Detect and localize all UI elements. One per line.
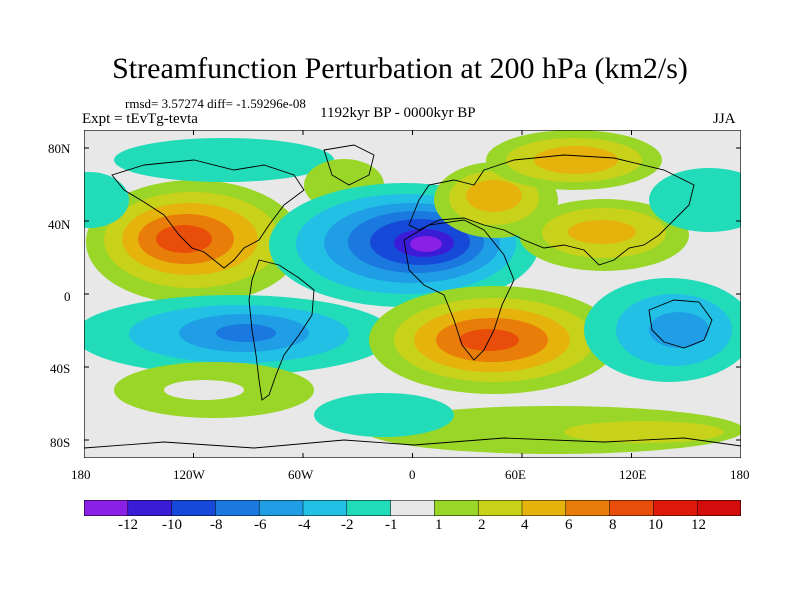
- lat-label-40s: 40S: [50, 361, 71, 376]
- colorbar-swatch: [302, 499, 348, 517]
- lon-label-180w: 180: [71, 467, 91, 482]
- colorbar-swatch: [565, 499, 611, 517]
- colorbar-swatches: [83, 499, 742, 517]
- colorbar-label-neg8: -8: [210, 517, 223, 533]
- plot-title: Streamfunction Perturbation at 200 hPa (…: [112, 52, 688, 85]
- colorbar-label-2: 2: [478, 517, 486, 533]
- colorbar-swatch: [215, 499, 260, 517]
- anomaly-south-atlantic-negative: [314, 393, 454, 437]
- colorbar-label-neg12: -12: [118, 517, 138, 533]
- anomaly-southern-neutral-core: [164, 380, 244, 400]
- map-ticks: [84, 130, 741, 458]
- lon-label-60w: 60W: [288, 467, 314, 482]
- colorbar-swatch: [171, 499, 217, 517]
- lat-label-eq: 0: [64, 289, 71, 304]
- anomaly-australia-negative: [584, 278, 741, 382]
- colorbar-label-8: 8: [609, 517, 617, 533]
- colorbar-swatch: [83, 499, 129, 517]
- colorbar-label-12: 12: [691, 517, 706, 533]
- anomaly-south-pacific-negative: [84, 295, 394, 375]
- anomaly-southern-africa-positive: [369, 286, 619, 394]
- colorbar-label-neg4: -4: [298, 517, 311, 533]
- colorbar-swatch: [653, 499, 698, 517]
- period-label: 1192kyr BP - 0000kyr BP: [320, 105, 476, 121]
- colorbar-label-neg6: -6: [254, 517, 267, 533]
- anomaly-south-asia-positive: [519, 199, 689, 271]
- colorbar-swatch: [477, 499, 523, 517]
- colorbar-label-10: 10: [648, 517, 663, 533]
- colorbar-label-neg1: -1: [385, 517, 398, 533]
- experiment-label: Expt = tEvTg-tevta: [82, 111, 198, 127]
- coastlines: [84, 144, 741, 449]
- anomaly-north-pacific-wrap: [84, 172, 129, 228]
- streamfunction-map: [84, 130, 741, 458]
- lon-label-180e: 180: [730, 467, 750, 482]
- colorbar-swatch: [696, 499, 742, 517]
- lon-label-60e: 60E: [505, 467, 526, 482]
- anomaly-siberia-positive: [486, 130, 662, 190]
- anomaly-north-america-positive: [86, 180, 302, 304]
- colorbar-label-4: 4: [521, 517, 529, 533]
- colorbar-swatch: [346, 499, 392, 517]
- colorbar-swatch: [521, 499, 567, 517]
- lon-label-0: 0: [409, 467, 416, 482]
- colorbar-swatch: [127, 499, 173, 517]
- lat-label-80s: 80S: [50, 435, 71, 450]
- anomaly-antarctic-positive-core: [564, 421, 724, 443]
- lat-label-80n: 80N: [48, 141, 71, 156]
- colorbar-swatch: [390, 499, 436, 517]
- lon-label-120e: 120E: [619, 467, 647, 482]
- colorbar-label-neg2: -2: [341, 517, 354, 533]
- stats-label: rmsd= 3.57274 diff= -1.59296e-08: [125, 96, 306, 111]
- colorbar-label-1: 1: [435, 517, 443, 533]
- colorbar-swatch: [258, 499, 304, 517]
- season-label: JJA: [713, 111, 736, 127]
- anomaly-north-pacific-negative: [649, 168, 741, 232]
- lon-label-120w: 120W: [173, 467, 205, 482]
- anomaly-north-green-band: [114, 138, 334, 182]
- colorbar-swatch: [609, 499, 655, 517]
- lat-label-40n: 40N: [48, 217, 71, 232]
- colorbar: [83, 499, 742, 521]
- colorbar-label-neg10: -10: [162, 517, 182, 533]
- colorbar-label-6: 6: [565, 517, 573, 533]
- colorbar-swatch: [434, 499, 479, 517]
